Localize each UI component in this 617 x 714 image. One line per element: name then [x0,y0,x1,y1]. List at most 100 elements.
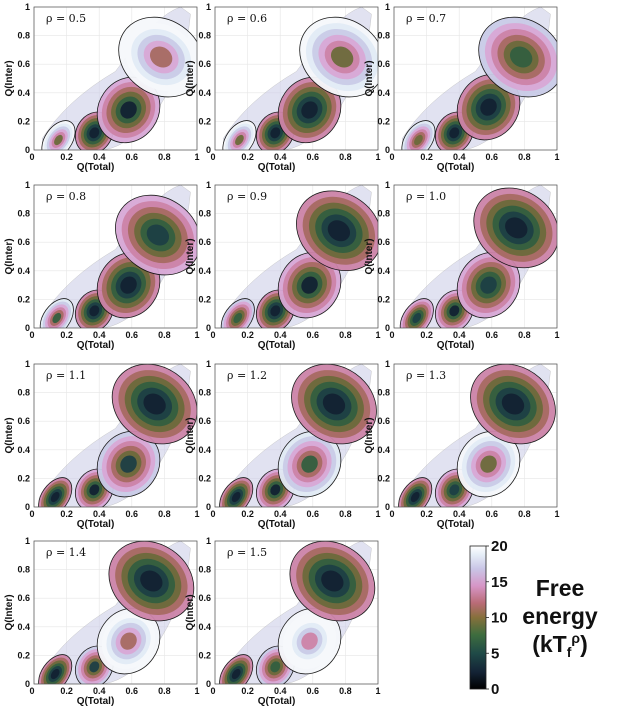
free-energy-contour [301,632,318,650]
free-energy-landscape [399,185,557,328]
y-tick-label: 0 [206,502,211,512]
free-energy-contour [54,134,63,146]
y-tick-label: 0.8 [377,31,390,41]
y-tick-label: 0.4 [198,445,211,455]
y-tick-label: 0.8 [17,209,30,219]
panel-rho-label: ρ = 0.6 [227,12,267,25]
x-axis-label: Q(Total) [258,340,296,351]
colorbar-unit-sup: ρ [571,630,580,646]
y-tick-label: 0.4 [17,622,30,632]
x-tick-label: 0.4 [274,330,287,340]
x-tick-label: 0 [29,152,34,162]
y-tick-label: 0.2 [377,116,390,126]
free-energy-landscape [41,7,197,150]
panel: 0.2 0.4 0.6 0.8 100.20.40.60.810Q(Total)Q(In… [185,536,381,707]
free-energy-contour [449,305,460,317]
x-axis-label: Q(Total) [77,162,115,173]
y-tick-label: 1 [25,180,30,190]
x-tick-label: 0 [29,509,34,519]
x-tick-label: 1 [554,330,559,340]
x-tick-label: 1 [554,152,559,162]
x-tick-label: 1 [375,686,380,696]
y-tick-label: 1 [385,359,390,369]
y-tick-label: 0.6 [377,59,390,69]
free-energy-contour [449,127,460,139]
y-tick-label: 0.6 [17,593,30,603]
colorbar-tick-label: 20 [491,538,508,555]
x-tick-label: 0.2 [60,330,73,340]
panel-rho-label: ρ = 0.5 [46,12,86,25]
colorbar-gradient [469,545,487,690]
free-energy-contour [89,305,100,317]
free-energy-contour [321,570,344,592]
axes-frame [393,363,558,508]
y-tick-label: 0.2 [377,294,390,304]
y-tick-label: 0.4 [17,445,30,455]
free-energy-contour [89,127,100,139]
axes-frame [214,363,379,508]
y-axis-label: Q(Inter) [185,594,196,630]
free-energy-contour [140,570,163,592]
y-tick-label: 0 [206,323,211,333]
free-energy-contour [146,224,170,246]
free-energy-contour [235,134,244,146]
y-tick-label: 0.2 [17,294,30,304]
panel: 0.2 0.4 0.6 0.8 100.20.40.60.810Q(Total)Q(In… [4,180,200,351]
y-tick-label: 0.8 [17,388,30,398]
free-energy-contour [480,98,497,116]
axes-frame [393,184,558,329]
y-tick-label: 0.8 [17,31,30,41]
panel-rho-label: ρ = 0.9 [227,190,267,203]
y-tick-label: 0 [385,502,390,512]
colorbar-tick-label: 5 [491,645,499,662]
free-energy-landscape [220,185,378,328]
y-tick-label: 1 [206,180,211,190]
colorbar-tick-label: 15 [491,574,508,591]
y-tick-label: 0.6 [377,416,390,426]
x-tick-label: 0.4 [274,509,287,519]
y-tick-label: 0 [25,679,30,689]
panel-rho-label: ρ = 0.7 [406,12,446,25]
colorbar-title-line2: energy [522,603,598,629]
panel: 0.2 0.4 0.6 0.8 100.20.40.60.810Q(Total)Q(In… [364,180,560,351]
free-energy-contour [480,276,497,294]
panel: 0.2 0.4 0.6 0.8 100.20.40.60.810Q(Total)Q(In… [4,359,200,530]
x-axis-label: Q(Total) [258,162,296,173]
y-tick-label: 0.4 [377,445,390,455]
free-energy-contour [270,127,281,139]
x-axis-label: Q(Total) [77,696,115,707]
panel: 0.2 0.4 0.6 0.8 100.20.40.60.810Q(Total)Q(In… [4,536,200,707]
y-tick-label: 0.2 [17,473,30,483]
y-tick-label: 0.6 [198,593,211,603]
axes-frame [393,6,558,151]
x-tick-label: 0.4 [274,152,287,162]
x-tick-label: 1 [194,330,199,340]
x-tick-label: 0.6 [307,152,320,162]
free-energy-contour [120,455,137,473]
x-tick-label: 0.8 [339,152,352,162]
panel: 0.2 0.4 0.6 0.8 100.20.40.60.810Q(Total)Q(In… [185,2,381,173]
x-tick-label: 0 [210,152,215,162]
x-tick-label: 0.8 [158,509,171,519]
x-tick-label: 0.2 [241,330,254,340]
x-tick-label: 0.4 [93,509,106,519]
y-tick-label: 0 [385,145,390,155]
colorbar-tick-label: 0 [491,681,499,698]
free-energy-contour [233,312,243,324]
free-energy-contour [330,46,354,68]
y-tick-label: 0 [25,145,30,155]
free-energy-contour [270,661,281,673]
y-tick-label: 0.4 [377,266,390,276]
x-axis-label: Q(Total) [258,519,296,530]
colorbar-tick-label: 10 [491,610,508,627]
x-tick-label: 0.8 [339,330,352,340]
x-tick-label: 1 [375,509,380,519]
y-tick-label: 0.4 [377,88,390,98]
colorbar-ticks: 0 5 10 15 20 [486,538,508,698]
y-axis-label: Q(Inter) [4,594,15,630]
x-tick-label: 0.6 [307,686,320,696]
y-tick-label: 0.2 [198,116,211,126]
y-tick-label: 0.6 [17,416,30,426]
x-tick-label: 0.4 [93,152,106,162]
y-tick-label: 0.2 [198,650,211,660]
